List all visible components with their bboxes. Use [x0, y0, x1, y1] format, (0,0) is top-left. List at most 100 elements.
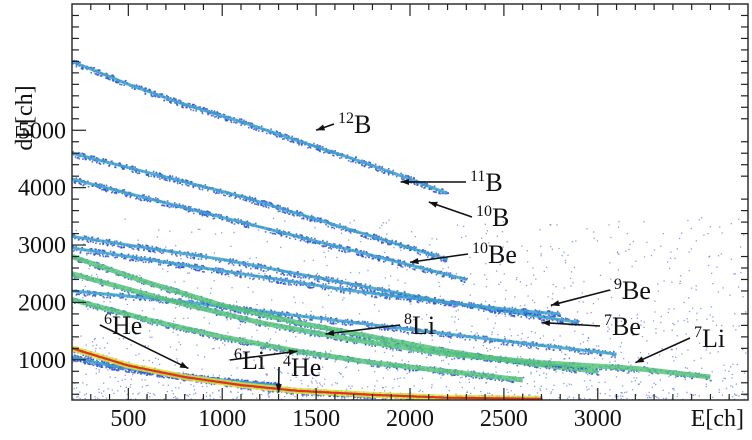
background-count	[663, 330, 665, 332]
band-count	[542, 319, 544, 321]
band-count	[200, 258, 203, 260]
background-count	[620, 342, 623, 344]
background-count	[334, 361, 336, 363]
band-count	[289, 273, 291, 276]
band-count	[216, 192, 218, 194]
band-count	[505, 344, 508, 346]
background-count	[386, 233, 388, 235]
background-count	[190, 383, 192, 386]
band-count	[264, 200, 267, 203]
band-count	[346, 285, 349, 287]
band-count	[242, 261, 245, 263]
band-count	[118, 245, 121, 248]
band-count	[309, 219, 312, 222]
background-count	[250, 389, 252, 392]
band-count	[451, 300, 454, 303]
background-count	[221, 232, 223, 234]
band-count	[299, 279, 302, 282]
band-count	[186, 184, 189, 187]
background-count	[103, 382, 105, 384]
band-count	[136, 196, 139, 199]
background-count	[495, 371, 497, 373]
band-count	[231, 269, 233, 272]
band-count	[326, 240, 328, 243]
band-count	[340, 290, 343, 292]
band-count	[312, 241, 315, 244]
band-count	[282, 230, 285, 233]
band-count	[109, 297, 112, 299]
background-count	[705, 383, 707, 385]
background-count	[273, 367, 276, 369]
background-count	[463, 225, 465, 227]
band-count	[111, 79, 114, 81]
background-count	[551, 298, 554, 300]
band-count	[161, 177, 163, 179]
band-count	[310, 281, 313, 284]
background-count	[609, 337, 611, 340]
background-count	[671, 281, 673, 283]
background-count	[730, 366, 732, 368]
background-count	[506, 371, 508, 373]
background-count	[126, 347, 128, 350]
band-count	[256, 267, 259, 269]
background-count	[392, 350, 394, 352]
background-count	[583, 380, 586, 382]
background-count	[442, 359, 445, 361]
band-count	[242, 198, 245, 201]
band-count	[332, 322, 335, 325]
background-count	[251, 393, 254, 395]
background-count	[133, 332, 136, 334]
band-count	[525, 315, 527, 317]
band-count	[202, 106, 205, 109]
background-count	[616, 251, 619, 253]
background-count	[86, 254, 88, 256]
background-count	[556, 224, 558, 226]
background-count	[646, 241, 648, 243]
background-count	[279, 246, 282, 249]
band-count	[283, 138, 285, 140]
background-count	[175, 397, 177, 400]
background-count	[213, 280, 215, 282]
background-count	[342, 299, 344, 301]
band-count	[264, 264, 267, 267]
background-count	[617, 395, 619, 398]
band-count	[82, 152, 85, 155]
background-count	[295, 376, 297, 378]
background-count	[151, 336, 153, 338]
band-count	[375, 169, 378, 171]
band-count	[536, 314, 539, 316]
background-count	[301, 383, 303, 385]
band-count	[327, 247, 330, 249]
background-count	[204, 356, 206, 358]
band-count	[72, 62, 75, 65]
background-count	[419, 341, 421, 344]
background-count	[609, 389, 611, 391]
band-count	[277, 204, 280, 207]
band-count	[175, 206, 177, 209]
band-count	[399, 298, 402, 301]
band-count	[143, 198, 146, 200]
background-count	[218, 375, 221, 377]
background-count	[343, 398, 346, 400]
band-count	[131, 258, 134, 261]
background-count	[292, 354, 294, 356]
band-count	[309, 241, 311, 243]
band-count	[344, 250, 346, 252]
background-count	[308, 356, 311, 359]
band-count	[81, 246, 84, 249]
band-count	[213, 110, 216, 112]
background-count	[687, 321, 689, 323]
band-count	[454, 305, 456, 308]
band-count	[364, 164, 367, 167]
background-count	[648, 353, 650, 355]
background-count	[459, 332, 462, 334]
band-count	[204, 107, 207, 110]
background-count	[126, 398, 128, 400]
band-count	[367, 237, 369, 240]
background-count	[232, 398, 234, 400]
band-count	[448, 276, 451, 279]
background-count	[706, 347, 708, 349]
background-count	[187, 262, 190, 265]
background-count	[587, 340, 589, 342]
band-count	[115, 192, 118, 195]
